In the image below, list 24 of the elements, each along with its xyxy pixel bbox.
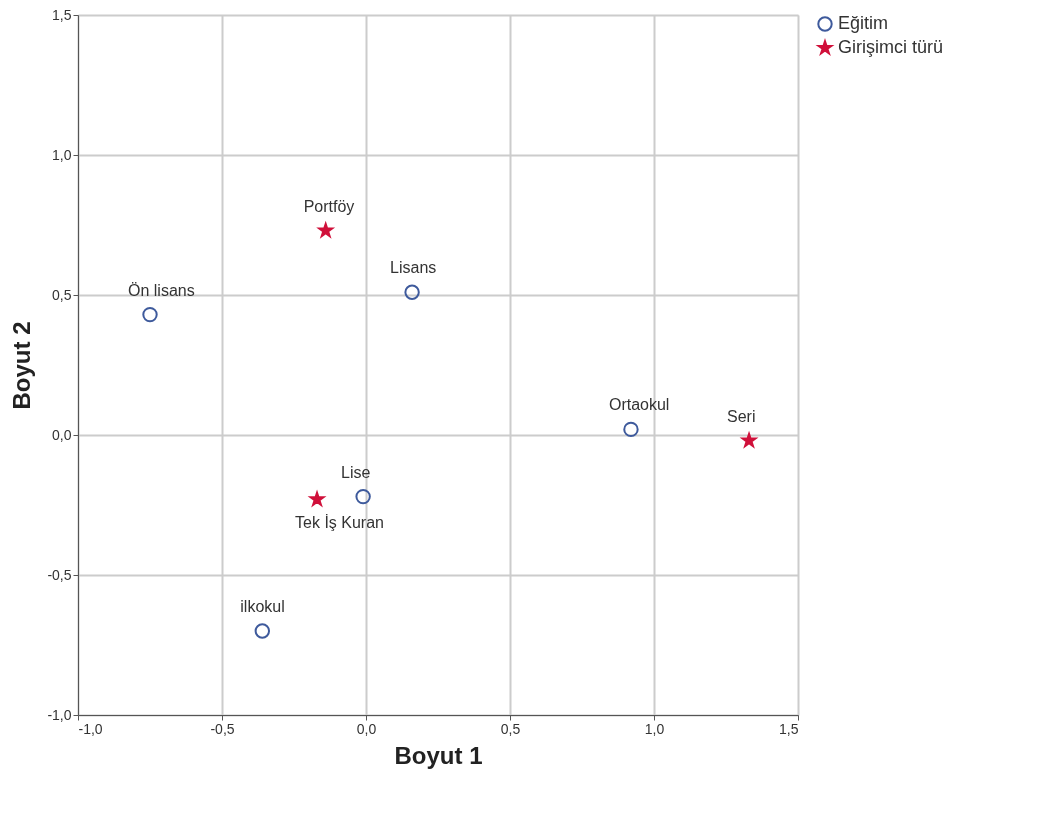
y-tick-label: 1,5	[52, 6, 72, 23]
y-tick-label: 0,5	[52, 286, 72, 303]
y-tick-label: -0,5	[47, 566, 72, 583]
x-axis-title: Boyut 1	[394, 741, 483, 769]
annotation: Ortaokul	[608, 396, 670, 414]
annotation: Tek İş Kuran	[295, 513, 384, 532]
annotation: ilkokul	[240, 598, 285, 615]
annotation: Seri	[727, 407, 756, 425]
legend-label: Eğitim	[838, 13, 889, 33]
y-tick-label: -1,0	[47, 706, 72, 723]
x-tick-label: -0,5	[210, 720, 235, 737]
annotation: Lisans	[390, 259, 437, 277]
x-tick-label: 1,5	[779, 720, 799, 737]
x-tick-label: 0,5	[500, 720, 521, 737]
y-tick-label: 1,0	[52, 146, 72, 163]
x-tick-label: 1,0	[644, 720, 665, 737]
annotation: Lise	[341, 463, 371, 481]
annotation: Portföy	[303, 197, 355, 215]
annotation: Ön lisans	[128, 281, 195, 299]
x-tick-label: -1,0	[78, 720, 103, 737]
y-tick-label: 0,0	[52, 426, 72, 443]
x-tick-label: 0,0	[356, 720, 377, 737]
legend-label: Girişimci türü	[838, 37, 944, 57]
y-axis-title: Boyut 2	[8, 321, 36, 410]
